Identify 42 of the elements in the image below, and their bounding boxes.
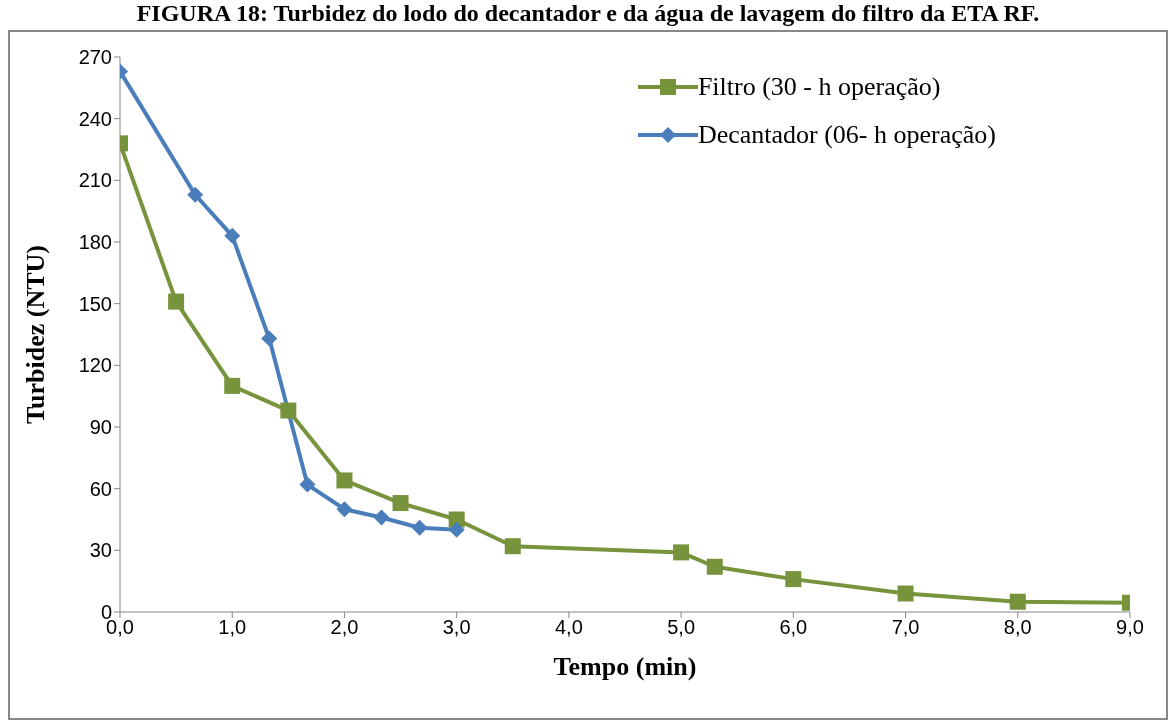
y-tick-label: 240 [78, 107, 112, 130]
point [448, 521, 465, 538]
point [224, 227, 241, 244]
point [411, 519, 428, 536]
y-tick-label: 120 [78, 354, 112, 377]
x-tick-label: 4,0 [554, 616, 583, 639]
point [280, 402, 297, 419]
x-tick-label: 2,0 [330, 616, 359, 639]
y-tick-label: 90 [89, 416, 112, 439]
chart-title: FIGURA 18: Turbidez do lodo do decantador e da água de lavagem do filtro da ETA RF. [135, 0, 1041, 26]
x-tick-label: 1,0 [218, 616, 247, 639]
point [224, 377, 241, 394]
x-tick-label: 8,0 [1003, 616, 1032, 639]
x-axis-title: Tempo (min) [553, 652, 697, 682]
point [504, 538, 521, 555]
y-tick-label: 180 [78, 231, 112, 254]
point [897, 585, 914, 602]
point [673, 544, 690, 561]
legend-label: Filtro (30 - h operação) [697, 72, 941, 102]
x-tick-label: 7,0 [891, 616, 920, 639]
point [336, 501, 353, 518]
point [261, 330, 278, 347]
point [168, 293, 185, 310]
y-tick-label: 270 [78, 46, 112, 69]
y-axis-title: Turbidez (NTU) [21, 245, 51, 424]
y-tick-label: 30 [89, 539, 112, 562]
x-tick-label: 9,0 [1116, 616, 1144, 639]
y-tick-label: 60 [89, 477, 112, 500]
legend-label: Decantador (06- h operação) [697, 120, 996, 150]
point [336, 472, 353, 489]
x-tick-label: 3,0 [442, 616, 471, 639]
point [187, 186, 204, 203]
point [299, 476, 316, 493]
y-tick-label: 150 [78, 292, 112, 315]
x-tick-label: 5,0 [667, 616, 696, 639]
point [706, 558, 723, 575]
point [373, 509, 390, 526]
y-tick-label: 210 [78, 169, 112, 192]
point [785, 571, 802, 588]
x-tick-label: 6,0 [779, 616, 808, 639]
point [1009, 593, 1026, 610]
point [392, 495, 409, 512]
